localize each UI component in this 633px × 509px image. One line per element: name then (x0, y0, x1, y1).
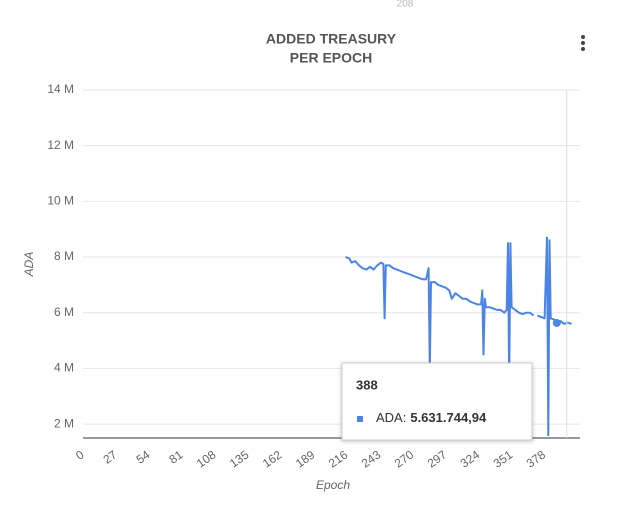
y-tick-label: 6 M (54, 305, 74, 319)
x-tick-label: 0 (73, 447, 87, 462)
y-tick-label: 12 M (47, 138, 74, 152)
x-tick-label: 216 (326, 447, 351, 470)
menu-button[interactable] (581, 35, 585, 51)
series-line (345, 236, 572, 437)
hover-point (552, 318, 561, 327)
y-axis-label: ADA (22, 252, 36, 278)
x-axis-label: Epoch (316, 478, 350, 492)
tooltip-label: ADA: (376, 410, 406, 425)
x-tick-label: 270 (392, 447, 417, 470)
x-tick-label: 297 (425, 447, 450, 470)
x-tick-label: 351 (491, 447, 516, 470)
x-tick-label: 189 (293, 447, 318, 470)
x-tick-label: 324 (458, 447, 483, 470)
y-tick-label: 14 M (47, 82, 74, 96)
x-tick-label: 54 (134, 447, 153, 466)
y-tick-label: 4 M (54, 361, 74, 375)
x-tick-label: 27 (101, 447, 120, 466)
tooltip-title: 388 (356, 377, 378, 392)
x-tick-label: 378 (524, 447, 549, 470)
y-tick-label: 2 M (54, 416, 74, 430)
tooltip-text: ADA: 5.631.744,94 (376, 410, 487, 425)
tooltip-box (341, 362, 533, 441)
chart-title: ADDED TREASURY (266, 31, 397, 47)
y-tick-label: 8 M (54, 249, 74, 263)
x-tick-label: 108 (194, 447, 219, 470)
x-tick-label: 135 (227, 447, 252, 470)
x-tick-label: 162 (260, 447, 285, 470)
x-tick-label: 81 (166, 447, 185, 466)
tooltip-value: 5.631.744,94 (410, 410, 487, 425)
chart-subtitle: PER EPOCH (290, 50, 372, 66)
x-tick-label: 243 (359, 447, 384, 470)
y-tick-label: 10 M (47, 194, 74, 208)
tooltip-swatch (357, 416, 363, 422)
top-label: 208 (397, 0, 414, 10)
tooltip: 388 ADA: 5.631.744,94 (341, 362, 533, 441)
